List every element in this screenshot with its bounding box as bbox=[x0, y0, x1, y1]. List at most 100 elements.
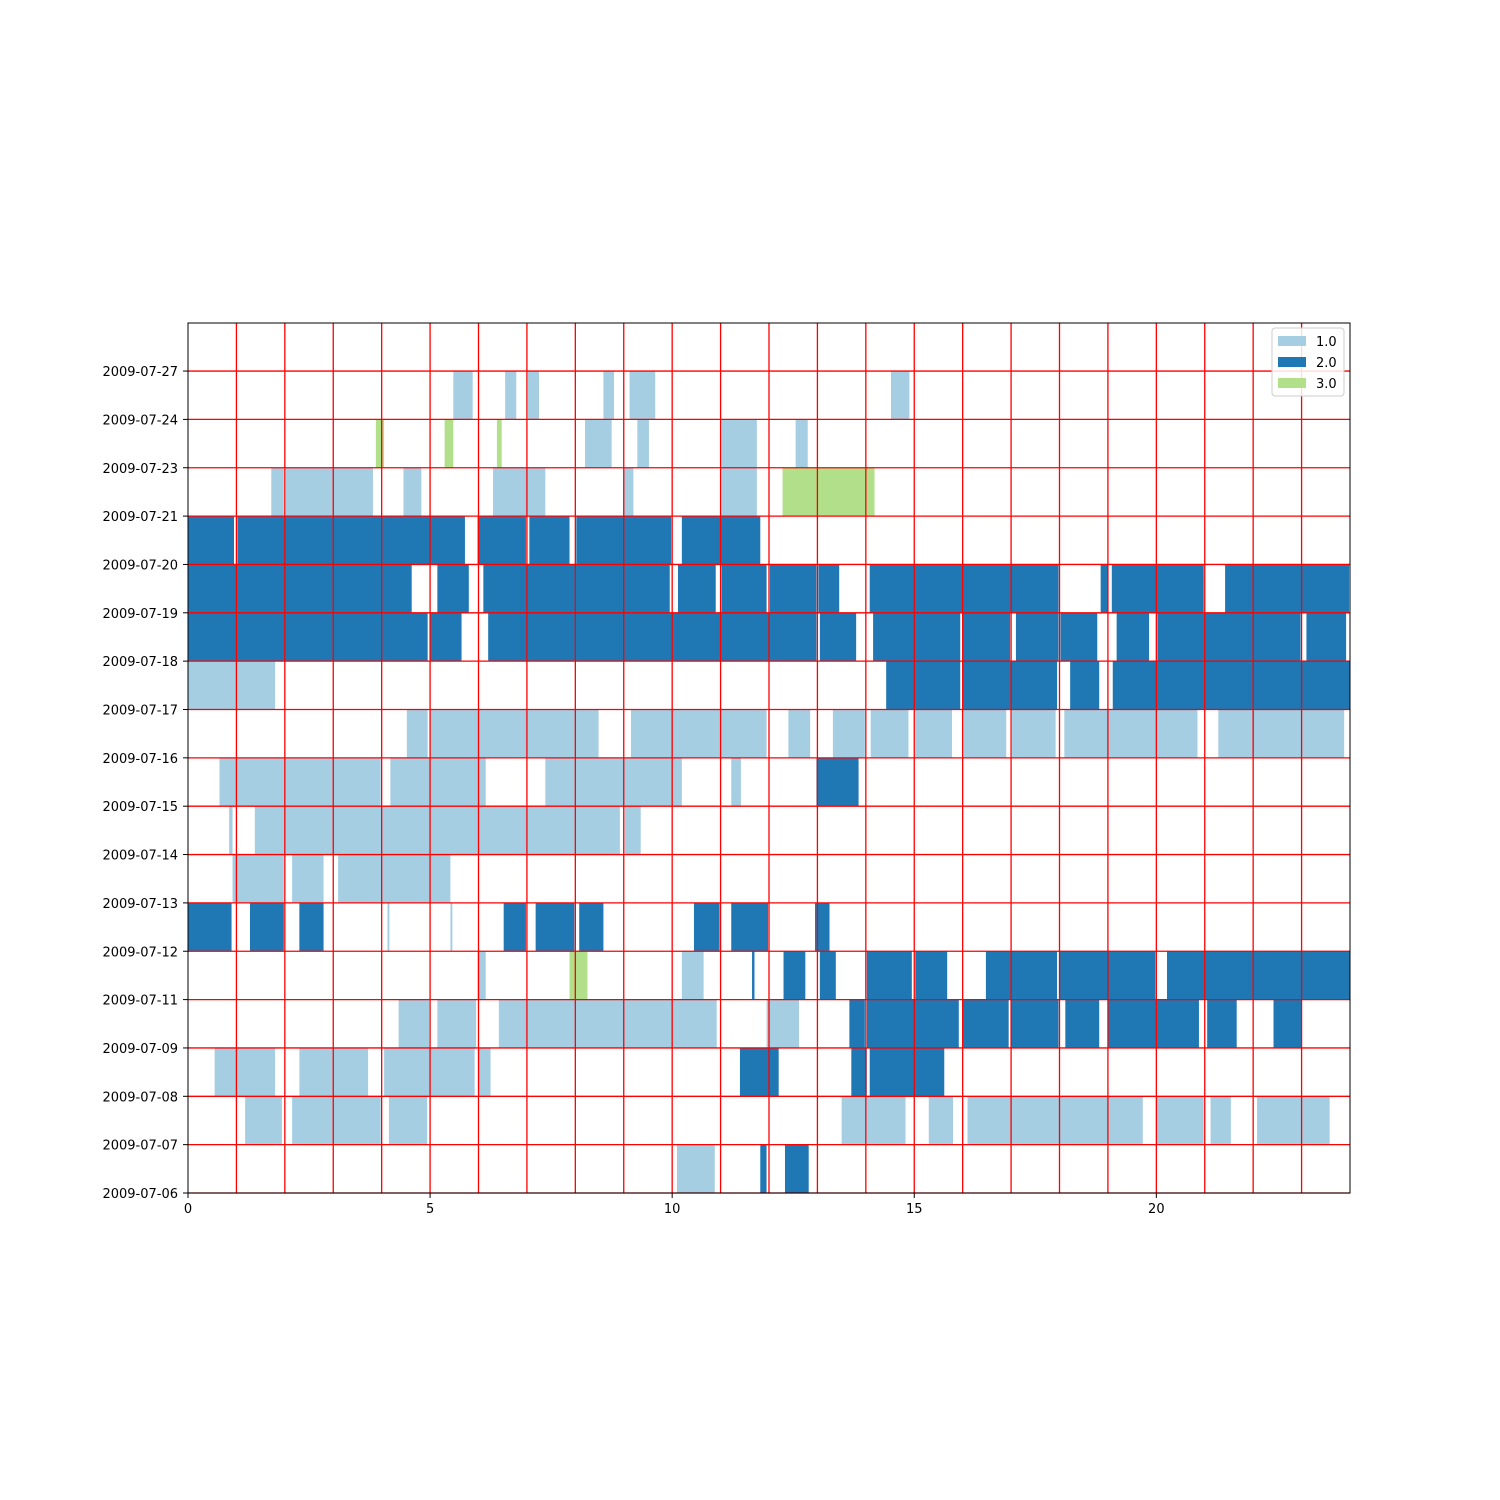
bar-segment bbox=[752, 951, 755, 1000]
bar-segment bbox=[1011, 999, 1059, 1048]
bar-segment bbox=[849, 999, 865, 1048]
bar-segment bbox=[529, 516, 570, 565]
bar-segment bbox=[444, 419, 454, 468]
bar-segment bbox=[819, 612, 857, 662]
bar-segment bbox=[962, 661, 1058, 710]
bar-segment bbox=[188, 661, 276, 710]
y-tick-label: 2009-07-18 bbox=[102, 655, 178, 670]
bar-segment bbox=[1306, 612, 1347, 662]
bar-segment bbox=[766, 999, 800, 1048]
bar-segment bbox=[866, 951, 912, 1000]
bar-segment bbox=[338, 854, 451, 903]
bar-segment bbox=[866, 999, 959, 1048]
y-tick-label: 2009-07-21 bbox=[102, 510, 178, 525]
bar-segment bbox=[1064, 709, 1198, 758]
bar-segment bbox=[962, 612, 1011, 662]
bar-segment bbox=[1015, 612, 1059, 662]
bar-segment bbox=[229, 806, 233, 855]
bar-segment bbox=[851, 1047, 867, 1097]
bar-segment bbox=[963, 709, 1007, 758]
bar-segment bbox=[398, 999, 430, 1048]
bar-segment bbox=[985, 951, 1058, 1000]
y-tick-label: 2009-07-24 bbox=[102, 413, 178, 428]
bar-segment bbox=[1257, 1096, 1330, 1145]
bar-segment bbox=[1156, 1096, 1204, 1145]
x-tick-label: 10 bbox=[664, 1202, 681, 1217]
y-tick-label: 2009-07-14 bbox=[102, 849, 178, 864]
bar-segment bbox=[962, 999, 1009, 1048]
bar-segment bbox=[245, 1096, 282, 1145]
bars-layer bbox=[188, 371, 1350, 1193]
y-tick-label: 2009-07-07 bbox=[102, 1139, 178, 1154]
bar-segment bbox=[498, 999, 717, 1048]
y-tick-label: 2009-07-08 bbox=[102, 1090, 178, 1105]
bar-segment bbox=[1107, 999, 1199, 1048]
bar-segment bbox=[406, 709, 428, 758]
bar-segment bbox=[477, 516, 526, 565]
bar-segment bbox=[188, 564, 412, 613]
bar-segment bbox=[818, 564, 840, 613]
bar-segment bbox=[1157, 612, 1301, 662]
bar-segment bbox=[1060, 612, 1098, 662]
bar-segment bbox=[390, 757, 486, 807]
y-tick-label: 2009-07-23 bbox=[102, 462, 178, 477]
y-tick-label: 2009-07-09 bbox=[102, 1042, 178, 1057]
bar-segment bbox=[915, 951, 948, 1000]
bar-segment bbox=[681, 951, 704, 1000]
bar-segment bbox=[483, 564, 670, 613]
bar-segment bbox=[832, 709, 865, 758]
bar-segment bbox=[503, 902, 526, 952]
bar-segment bbox=[430, 612, 462, 662]
bar-segment bbox=[629, 371, 656, 420]
legend-swatch bbox=[1278, 378, 1306, 388]
bar-segment bbox=[870, 709, 909, 758]
y-axis: 2009-07-06 2009-07-07 2009-07-08 2009-07-09… bbox=[102, 365, 188, 1202]
bar-segment bbox=[292, 1096, 381, 1145]
y-tick-label: 2009-07-16 bbox=[102, 752, 178, 767]
bar-segment bbox=[623, 467, 634, 517]
bar-segment bbox=[437, 999, 477, 1048]
bar-segment bbox=[731, 902, 769, 952]
legend-swatch bbox=[1278, 336, 1306, 346]
bar-segment bbox=[631, 709, 767, 758]
y-tick-label: 2009-07-06 bbox=[102, 1187, 178, 1202]
bar-segment bbox=[496, 419, 502, 468]
y-tick-label: 2009-07-17 bbox=[102, 704, 178, 719]
legend-label: 2.0 bbox=[1316, 356, 1337, 371]
bar-segment bbox=[505, 371, 517, 420]
bar-segment bbox=[430, 709, 599, 758]
bar-segment bbox=[488, 612, 817, 662]
bar-segment bbox=[1065, 999, 1100, 1048]
bar-segment bbox=[569, 951, 588, 1000]
bar-segment bbox=[285, 467, 373, 517]
bar-segment bbox=[403, 467, 422, 517]
bar-segment bbox=[677, 1144, 715, 1193]
bar-segment bbox=[453, 371, 473, 420]
bar-segment bbox=[1225, 564, 1350, 613]
bar-segment bbox=[254, 806, 620, 855]
bar-segment bbox=[292, 854, 324, 903]
bar-segment bbox=[1012, 709, 1056, 758]
bar-segment bbox=[841, 1096, 906, 1145]
bar-segment bbox=[816, 757, 859, 807]
bar-segment bbox=[214, 1047, 276, 1097]
bar-segment bbox=[188, 612, 428, 662]
bar-segment bbox=[891, 371, 910, 420]
bar-segment bbox=[721, 467, 757, 517]
bar-segment bbox=[815, 902, 830, 952]
bar-segment bbox=[967, 1096, 1143, 1145]
bar-segment bbox=[869, 564, 1059, 613]
bar-segment bbox=[387, 902, 390, 952]
y-tick-label: 2009-07-15 bbox=[102, 800, 178, 815]
bar-segment bbox=[637, 419, 649, 468]
x-tick-label: 5 bbox=[426, 1202, 434, 1217]
bar-segment bbox=[493, 467, 546, 517]
bar-segment bbox=[1070, 661, 1100, 710]
bar-segment bbox=[1112, 661, 1350, 710]
bar-segment bbox=[677, 564, 716, 613]
bar-segment bbox=[1116, 612, 1150, 662]
bar-segment bbox=[928, 1096, 953, 1145]
bar-segment bbox=[375, 419, 385, 468]
bar-segment bbox=[624, 806, 641, 855]
